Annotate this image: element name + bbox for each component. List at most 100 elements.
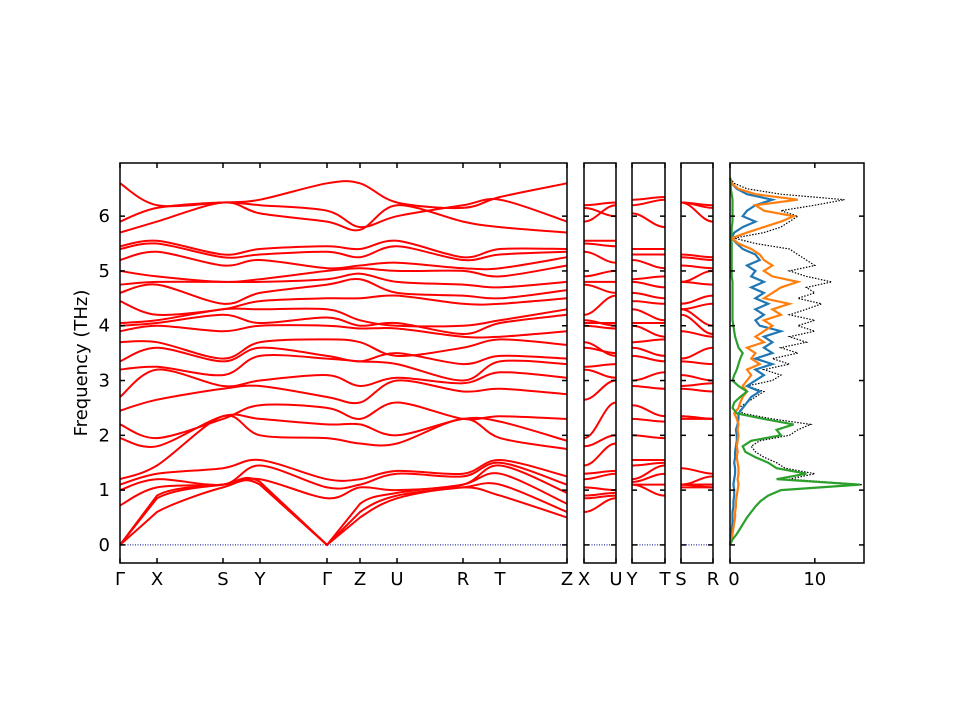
band-line-15 xyxy=(119,324,568,339)
side-band-line xyxy=(583,401,617,440)
band-line-4 xyxy=(119,464,568,507)
side-band-line xyxy=(680,201,714,209)
band-line-26 xyxy=(119,198,568,229)
k-point-label: R xyxy=(707,569,720,590)
band-line-13 xyxy=(119,346,568,366)
y-tick-label: 0 xyxy=(99,535,110,556)
k-point-label: R xyxy=(457,569,470,590)
k-point-label: Z xyxy=(561,569,573,590)
k-point-label: X xyxy=(151,569,163,590)
y-tick-label: 4 xyxy=(99,316,110,337)
side-band-line xyxy=(583,368,617,379)
band-line-21 xyxy=(119,264,568,283)
side-band-line xyxy=(583,283,617,294)
side-band-line xyxy=(583,363,617,368)
band-line-1 xyxy=(119,479,568,547)
side-band-line xyxy=(631,346,666,357)
side-band-line xyxy=(631,324,666,338)
side-band-line xyxy=(631,275,666,281)
side-band-line xyxy=(680,346,714,360)
dos-panel xyxy=(728,177,863,546)
side-band-line xyxy=(583,472,617,481)
side-band-line xyxy=(631,464,666,481)
partial-dos-line-3 xyxy=(728,177,860,546)
side-band-line xyxy=(680,280,714,286)
k-point-label: S xyxy=(675,569,686,590)
side-band-line xyxy=(631,354,666,363)
side-band-line xyxy=(680,313,714,335)
axes-frames xyxy=(119,162,865,564)
axes-frame xyxy=(583,162,617,564)
band-line-10 xyxy=(119,379,568,412)
band-line-19 xyxy=(119,277,568,305)
band-line-7 xyxy=(119,414,568,481)
side-band-line xyxy=(631,259,666,270)
side-band-line xyxy=(631,300,666,305)
side-band-line xyxy=(631,280,666,289)
side-band-line xyxy=(680,253,714,259)
dos-x-tick-label: 0 xyxy=(728,569,739,590)
band-line-25 xyxy=(119,201,568,234)
side-band-line xyxy=(631,371,666,382)
band-line-22 xyxy=(119,250,568,271)
side-band-line xyxy=(631,196,666,201)
k-point-label: Γ xyxy=(115,569,125,590)
side-band-line xyxy=(680,330,714,338)
k-point-label: Z xyxy=(354,569,366,590)
partial-dos-line-2 xyxy=(728,177,803,546)
side-band-line xyxy=(583,269,617,278)
y-axis-label: Frequency (THz) xyxy=(71,290,92,437)
band-line-18 xyxy=(119,294,568,317)
side-band-line xyxy=(583,494,617,500)
side-band-line xyxy=(583,497,617,513)
k-point-label: Y xyxy=(626,569,639,590)
side-band-line xyxy=(680,294,714,305)
y-tick-label: 3 xyxy=(99,371,110,392)
side-band-line xyxy=(583,201,617,207)
side-band-line xyxy=(680,302,714,311)
side-band-line xyxy=(631,291,666,300)
band-line-16 xyxy=(119,313,568,336)
side-band-line xyxy=(631,212,666,229)
side-band-line xyxy=(631,472,666,483)
side-band-line xyxy=(680,467,714,475)
side-band-line xyxy=(680,256,714,261)
y-tick-label: 1 xyxy=(99,480,110,501)
k-point-label: X xyxy=(578,569,590,590)
band-line-5 xyxy=(119,461,568,492)
y-tick-label: 6 xyxy=(99,206,110,227)
dos-x-tick-label: 10 xyxy=(803,569,826,590)
side-band-line xyxy=(680,269,714,283)
axes-frame xyxy=(680,162,714,564)
side-band-line xyxy=(680,382,714,387)
k-point-label: Γ xyxy=(322,569,332,590)
side-band-line xyxy=(583,491,617,497)
y-tick-label: 2 xyxy=(99,425,110,446)
k-point-label: Y xyxy=(254,569,267,590)
band-line-6 xyxy=(119,458,568,486)
side-band-line xyxy=(583,341,617,357)
band-line-24 xyxy=(119,239,568,259)
side-band-line xyxy=(631,461,666,467)
side-band-line xyxy=(680,387,714,393)
band-line-2 xyxy=(119,478,568,547)
band-line-3 xyxy=(119,472,568,547)
side-band-line xyxy=(583,250,617,264)
side-band-line xyxy=(680,475,714,486)
side-band-line xyxy=(631,338,666,344)
side-band-line xyxy=(631,308,666,322)
side-band-line xyxy=(680,360,714,366)
side-band-line xyxy=(583,346,617,355)
y-tick-label: 5 xyxy=(99,261,110,282)
band-line-17 xyxy=(119,307,568,328)
side-band-line xyxy=(583,242,617,248)
k-point-label: T xyxy=(659,569,672,590)
side-band-line xyxy=(680,264,714,270)
side-band-line xyxy=(583,469,617,475)
band-line-27 xyxy=(119,180,568,210)
band-line-9 xyxy=(119,401,568,440)
k-point-label: U xyxy=(390,569,403,590)
side-band-line xyxy=(583,294,617,316)
